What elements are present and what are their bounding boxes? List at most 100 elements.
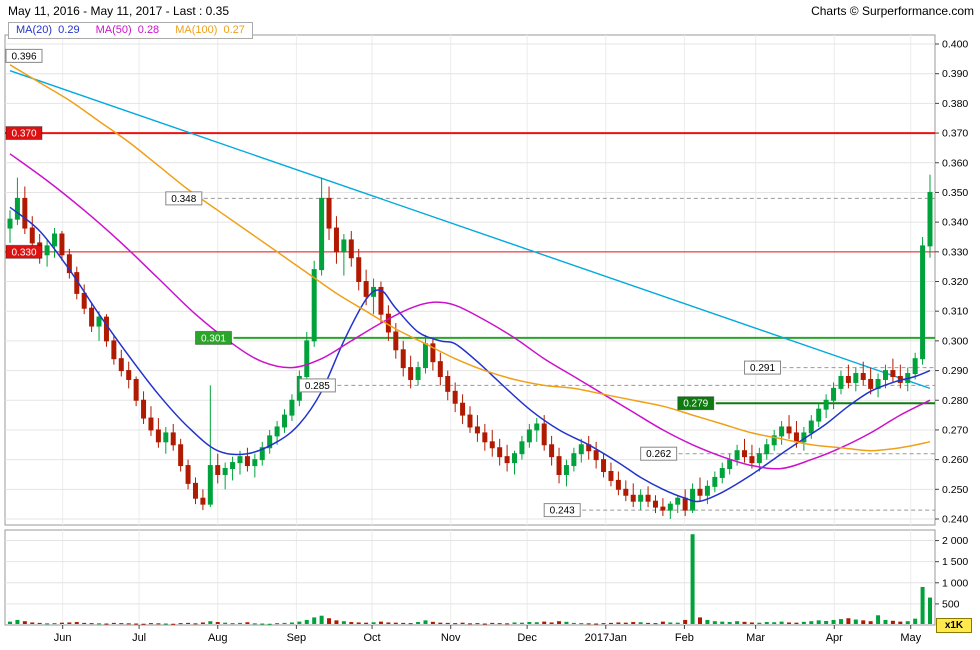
price-level-label: 0.301 — [201, 333, 226, 344]
volume-bar — [386, 622, 391, 624]
candle-body — [512, 453, 518, 464]
price-panel — [4, 34, 936, 526]
candle-body — [311, 269, 317, 342]
candle-body — [356, 257, 362, 282]
volume-bar — [623, 622, 628, 624]
volume-bar — [371, 622, 376, 624]
candle-body — [96, 316, 102, 327]
candle-body — [178, 444, 184, 467]
volume-bar — [586, 623, 591, 625]
volume-bar — [705, 619, 710, 624]
candle-body — [489, 441, 495, 449]
candle-body — [845, 376, 851, 383]
volume-bar — [104, 623, 109, 625]
volume-bar — [542, 621, 547, 624]
volume-bar — [393, 622, 398, 624]
volume-bar — [928, 597, 932, 624]
volume-bar — [193, 623, 198, 625]
volume-axis-label: 500 — [942, 598, 960, 610]
candle-body — [912, 358, 918, 375]
volume-bar — [534, 622, 539, 624]
candle-body — [430, 343, 436, 363]
price-level-label-box — [744, 360, 782, 375]
volume-bar — [119, 623, 124, 625]
volume-bar — [297, 621, 302, 624]
y-axis-label: 0.280 — [942, 395, 968, 407]
volume-bar — [52, 623, 57, 625]
volume-bar — [423, 620, 428, 624]
candle-body — [756, 453, 762, 464]
candle-body — [59, 233, 65, 256]
volume-bar — [111, 622, 116, 624]
candle-body — [786, 426, 792, 434]
volume-bar — [178, 623, 183, 625]
volume-bar — [512, 622, 517, 624]
candle-body — [118, 358, 124, 372]
volume-bar — [37, 622, 42, 624]
candle-body — [838, 376, 844, 389]
volume-bar — [230, 623, 235, 625]
candle-body — [274, 426, 280, 437]
volume-bar — [252, 623, 257, 625]
price-level-label-box — [298, 378, 336, 393]
volume-bar — [126, 623, 131, 625]
y-axis-label: 0.310 — [942, 306, 968, 318]
x-axis-label: Apr — [826, 632, 843, 644]
candle-body — [170, 432, 176, 446]
price-level-label-box — [5, 48, 43, 63]
volume-bar — [905, 621, 910, 624]
volume-bar — [89, 623, 94, 625]
candle-body — [823, 399, 829, 410]
volume-bar — [468, 623, 472, 625]
volume-bar — [490, 622, 495, 624]
volume-bar — [653, 623, 658, 625]
volume-bar — [660, 621, 665, 624]
candle-body — [608, 471, 614, 481]
candle-body — [89, 307, 95, 327]
volume-bar — [698, 617, 702, 624]
candle-body — [437, 361, 443, 377]
volume-bar — [215, 622, 220, 624]
volume-unit-label: x1K — [936, 618, 972, 633]
volume-bar — [801, 621, 806, 624]
candle-body — [534, 423, 540, 431]
volume-bar — [831, 619, 836, 624]
candle-body — [200, 497, 206, 505]
volume-bar — [683, 619, 688, 624]
price-level-label: 0.279 — [683, 399, 708, 410]
x-axis-label: Oct — [364, 632, 381, 644]
ma-line-ma100 — [9, 64, 931, 452]
candle-body — [601, 459, 607, 472]
y-axis-label: 0.340 — [942, 217, 968, 229]
candle-body — [697, 488, 703, 496]
volume-bar — [712, 621, 717, 624]
candle-body — [920, 245, 926, 360]
candle-body — [259, 447, 265, 461]
candle-body — [393, 331, 399, 351]
volume-bar — [304, 619, 309, 624]
volume-bar — [890, 620, 895, 624]
price-level-label-box — [677, 396, 715, 411]
candle-body — [808, 420, 814, 434]
candle-body — [853, 373, 859, 383]
candle-body — [363, 281, 369, 297]
candle-body — [133, 378, 139, 401]
volume-bar — [794, 622, 799, 624]
y-axis-label: 0.300 — [942, 335, 968, 347]
volume-bar — [749, 622, 754, 624]
candle-body — [66, 254, 72, 274]
price-level-label-box — [5, 126, 43, 141]
volume-bar — [59, 622, 64, 624]
candle-body — [81, 292, 87, 309]
candle-body — [868, 378, 874, 389]
volume-bar — [364, 622, 369, 624]
x-axis-label: Sep — [287, 632, 307, 644]
x-axis-label: Nov — [441, 632, 461, 644]
volume-bar — [779, 621, 784, 624]
candle-body — [526, 429, 532, 443]
candle-body — [267, 435, 273, 449]
x-axis-label: Aug — [208, 632, 228, 644]
volume-bar — [186, 622, 191, 624]
